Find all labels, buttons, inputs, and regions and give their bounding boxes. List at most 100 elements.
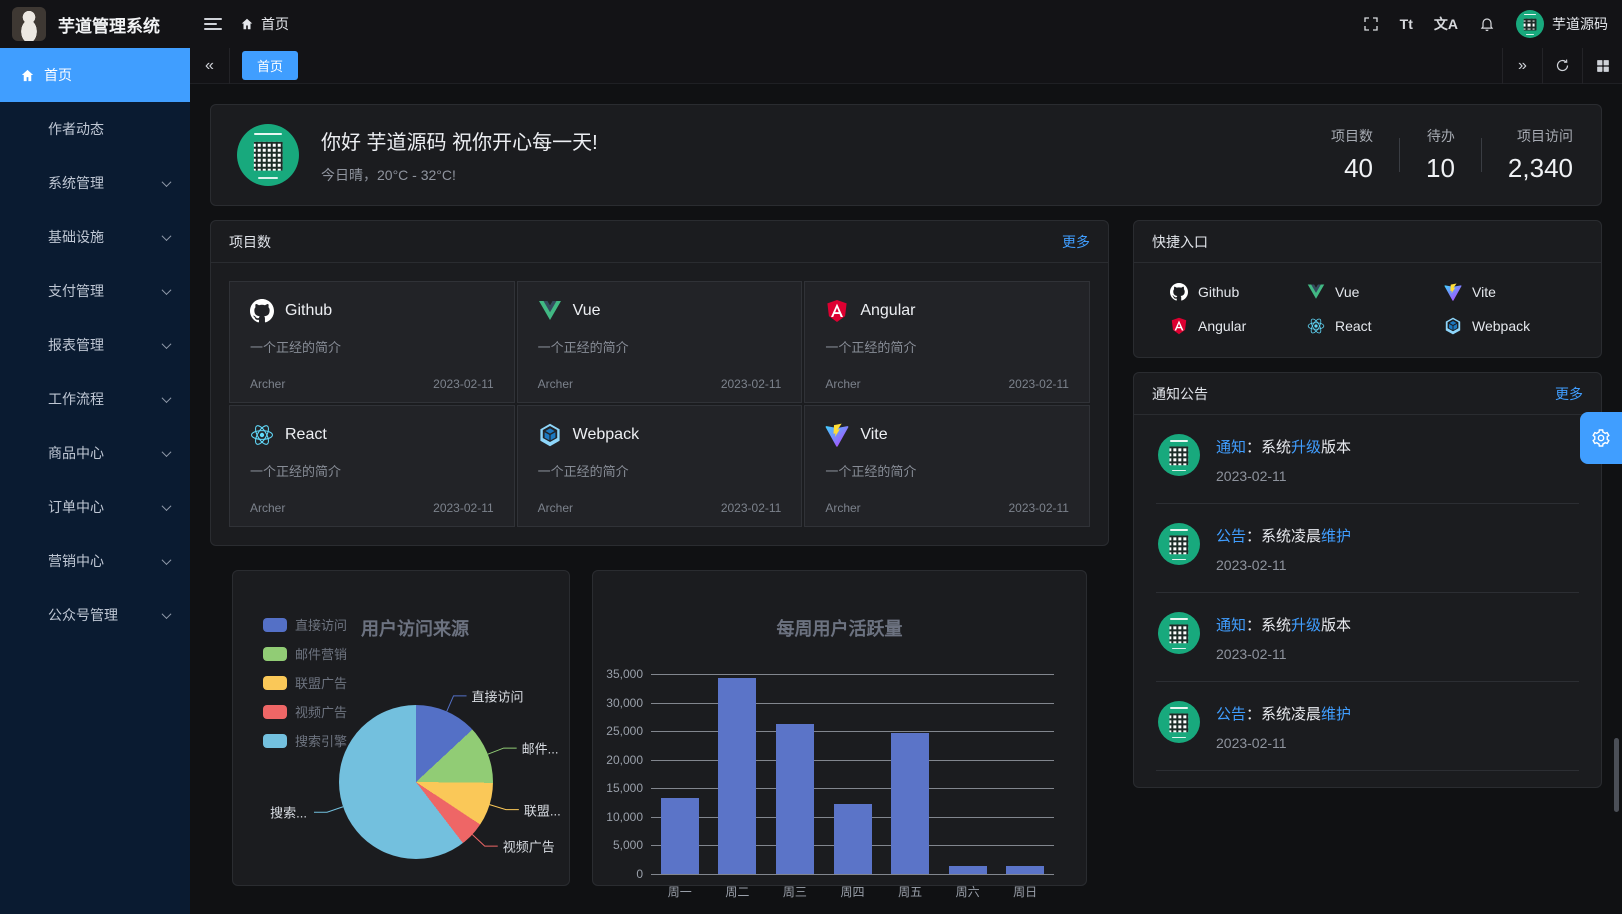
chevron-down-icon xyxy=(161,284,172,295)
project-author: Archer xyxy=(825,501,861,515)
project-card-github[interactable]: Github 一个正经的简介 Archer 2023-02-11 xyxy=(229,281,515,403)
pie-chart[interactable] xyxy=(339,705,493,859)
sidebar-item[interactable]: 基础设施 xyxy=(0,210,190,264)
x-axis-tick: 周一 xyxy=(667,885,692,899)
breadcrumb[interactable]: 首页 xyxy=(240,14,289,34)
project-card-vite[interactable]: Vite 一个正经的简介 Archer 2023-02-11 xyxy=(804,405,1090,527)
x-axis-tick: 周二 xyxy=(725,885,750,899)
stat-todo: 待办 10 xyxy=(1426,128,1455,183)
notice-item[interactable]: 公告：系统凌晨维护 2023-02-11 xyxy=(1156,682,1579,771)
gear-icon xyxy=(1591,428,1611,448)
qr-avatar xyxy=(1158,612,1200,654)
settings-fab[interactable] xyxy=(1580,412,1622,464)
notices-more-link[interactable]: 更多 xyxy=(1555,385,1583,402)
scrollbar-thumb[interactable] xyxy=(1614,738,1619,812)
legend-label: 邮件营销 xyxy=(295,647,348,662)
font-size-icon[interactable]: Tt xyxy=(1399,16,1413,32)
gridline xyxy=(651,759,1054,761)
notice-item[interactable]: 公告：系统凌晨维护 2023-02-11 xyxy=(1156,504,1579,593)
notice-date: 2023-02-11 xyxy=(1216,735,1287,751)
sidebar-item[interactable]: 报表管理 xyxy=(0,318,190,372)
legend-item[interactable]: 搜索引擎 xyxy=(263,731,347,750)
chevron-down-icon xyxy=(161,392,172,403)
home-icon xyxy=(20,68,35,83)
notice-item[interactable]: 通知：系统升级版本 2023-02-11 xyxy=(1156,593,1579,682)
sidebar-item[interactable]: 工作流程 xyxy=(0,372,190,426)
project-name: Webpack xyxy=(572,426,640,443)
sidebar-item-label: 作者动态 xyxy=(48,121,104,137)
quick-entry-grid: Github Vue Vite Angular React Webpack xyxy=(1134,263,1601,357)
chevron-down-icon xyxy=(161,176,172,187)
logo-area: 芋道管理系统 xyxy=(0,7,190,41)
project-card-vue[interactable]: Vue 一个正经的简介 Archer 2023-02-11 xyxy=(516,281,803,403)
sidebar-item[interactable]: 作者动态 xyxy=(0,102,190,156)
projects-more-link[interactable]: 更多 xyxy=(1062,233,1090,250)
project-date: 2023-02-11 xyxy=(1008,377,1069,391)
locale-icon[interactable]: 文A xyxy=(1433,16,1458,32)
quick-entry-webpack[interactable]: Webpack xyxy=(1444,317,1581,335)
chevron-down-icon xyxy=(161,608,172,619)
refresh-icon[interactable] xyxy=(1542,47,1582,84)
legend-item[interactable]: 直接访问 xyxy=(263,615,347,634)
gridline xyxy=(651,788,1054,790)
quick-entry-angular[interactable]: Angular xyxy=(1170,317,1307,335)
quick-entry-react[interactable]: React xyxy=(1307,317,1444,335)
legend-item[interactable]: 联盟广告 xyxy=(263,673,347,692)
sidebar-collapse-icon[interactable] xyxy=(204,15,222,33)
project-desc: 一个正经的简介 xyxy=(825,464,917,479)
user-menu[interactable]: 芋道源码 xyxy=(1516,10,1608,38)
sidebar-item[interactable]: 系统管理 xyxy=(0,156,190,210)
notice-date: 2023-02-11 xyxy=(1216,557,1287,573)
sidebar-item-label: 首页 xyxy=(44,67,72,83)
sidebar-item[interactable]: 公众号管理 xyxy=(0,588,190,642)
sidebar-item[interactable]: 支付管理 xyxy=(0,264,190,318)
sidebar-item[interactable]: 订单中心 xyxy=(0,480,190,534)
quick-entry-panel: 快捷入口 Github Vue Vite Angular React Webpack xyxy=(1133,220,1602,358)
notice-date: 2023-02-11 xyxy=(1216,468,1287,484)
quick-entry-label: Angular xyxy=(1198,318,1247,334)
vite-icon xyxy=(825,423,849,447)
legend-label: 视频广告 xyxy=(295,705,348,720)
legend-item[interactable]: 视频广告 xyxy=(263,702,347,721)
project-card-react[interactable]: React 一个正经的简介 Archer 2023-02-11 xyxy=(229,405,515,527)
bar-周一[interactable] xyxy=(660,798,699,874)
pie-slice-label: 视频广告 xyxy=(502,839,555,855)
chevron-down-icon xyxy=(161,500,172,511)
quick-entry-github[interactable]: Github xyxy=(1170,283,1307,301)
layout-grid-icon[interactable] xyxy=(1582,47,1622,84)
divider xyxy=(1480,138,1482,172)
chevron-down-icon xyxy=(161,554,172,565)
tab-home[interactable]: 首页 xyxy=(242,51,299,80)
sidebar-item[interactable]: 商品中心 xyxy=(0,426,190,480)
project-name: Github xyxy=(285,302,333,319)
legend-item[interactable]: 邮件营销 xyxy=(263,644,347,663)
y-axis-tick: 20,000 xyxy=(606,752,643,767)
bar-周三[interactable] xyxy=(775,723,814,874)
sidebar-item-home[interactable]: 首页 xyxy=(0,48,190,102)
y-axis-tick: 0 xyxy=(636,867,643,881)
qr-avatar xyxy=(1158,701,1200,743)
pie-legend: 直接访问邮件营销联盟广告视频广告搜索引擎 xyxy=(263,615,347,750)
project-card-webpack[interactable]: Webpack 一个正经的简介 Archer 2023-02-11 xyxy=(516,405,803,527)
fullscreen-icon[interactable] xyxy=(1363,16,1379,32)
bar-周日[interactable] xyxy=(1006,866,1045,874)
sidebar-item-label: 工作流程 xyxy=(48,391,104,407)
tabs-expand-right-icon[interactable]: » xyxy=(1502,47,1542,84)
sidebar-item[interactable]: 营销中心 xyxy=(0,534,190,588)
notice-title: 公告：系统凌晨维护 xyxy=(1216,706,1352,723)
vue-icon xyxy=(1307,283,1325,301)
project-author: Archer xyxy=(537,501,573,515)
x-axis-tick: 周六 xyxy=(955,885,980,899)
quick-entry-vite[interactable]: Vite xyxy=(1444,283,1581,301)
project-card-angular[interactable]: Angular 一个正经的简介 Archer 2023-02-11 xyxy=(804,281,1090,403)
notice-item[interactable]: 通知：系统升级版本 2023-02-11 xyxy=(1156,415,1579,504)
bar-周二[interactable] xyxy=(718,678,757,874)
project-desc: 一个正经的简介 xyxy=(250,340,342,355)
quick-entry-vue[interactable]: Vue xyxy=(1307,283,1444,301)
bar-周六[interactable] xyxy=(948,866,987,874)
legend-label: 联盟广告 xyxy=(295,676,348,691)
tabs-collapse-left-icon[interactable]: « xyxy=(190,47,230,84)
bell-icon[interactable] xyxy=(1479,16,1495,32)
bar-周四[interactable] xyxy=(833,803,872,874)
bar-周五[interactable] xyxy=(891,733,930,874)
